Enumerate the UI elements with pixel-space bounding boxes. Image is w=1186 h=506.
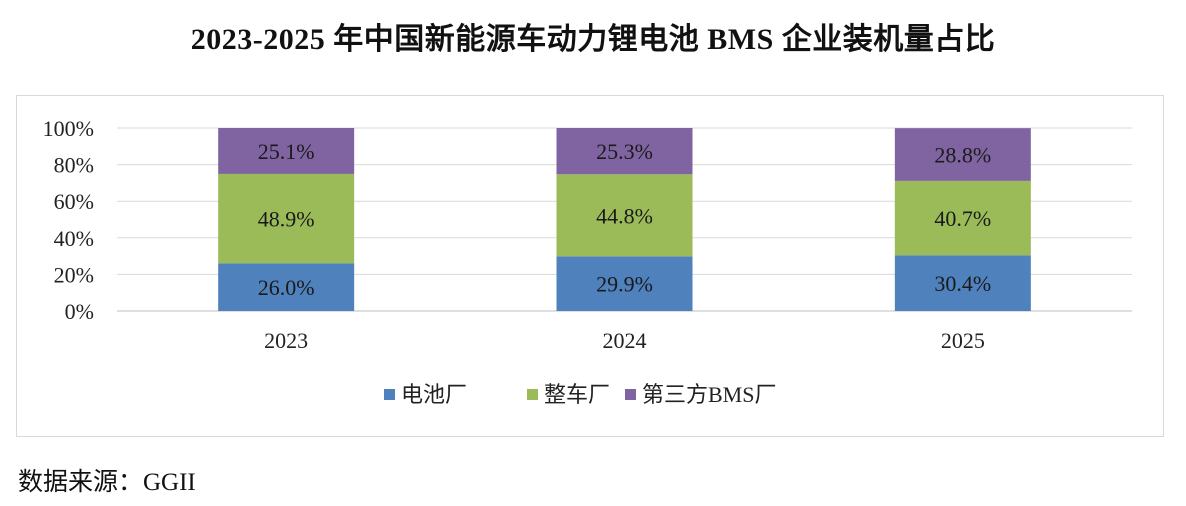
bar-segment (894, 128, 1031, 181)
data-label: 44.8% (596, 203, 653, 228)
data-label: 25.3% (596, 139, 653, 164)
data-source: 数据来源：GGII (18, 469, 196, 496)
bar-segment (556, 128, 693, 175)
y-tick-label: 60% (54, 189, 94, 214)
data-label: 28.8% (934, 143, 991, 168)
y-tick-label: 20% (54, 262, 94, 287)
data-label: 29.9% (596, 272, 653, 297)
x-tick-label: 2024 (603, 328, 647, 353)
y-tick-label: 100% (43, 116, 94, 141)
bar-segment (218, 263, 355, 311)
data-label: 30.4% (934, 271, 991, 296)
data-label: 26.0% (258, 275, 315, 300)
x-tick-label: 2023 (264, 328, 308, 353)
bar-segment (218, 173, 355, 264)
bar-segment (556, 174, 693, 257)
bar-segment (894, 180, 1031, 256)
y-tick-label: 80% (54, 153, 94, 178)
stacked-bar-chart: 0% 20% 40% 60% 80% 100% 26.0% 48.9% 25.1% 2023 29.… (43, 116, 1132, 407)
data-label: 25.1% (258, 139, 315, 164)
legend-label: 电池厂 (401, 382, 467, 407)
bar-segment (556, 256, 693, 311)
y-tick-label: 0% (65, 299, 94, 324)
legend-swatch (625, 389, 636, 400)
y-tick-label: 40% (54, 226, 94, 251)
bar-segment (894, 255, 1031, 311)
chart-title: 2023-2025 年中国新能源车动力锂电池 BMS 企业装机量占比 (190, 23, 996, 56)
legend-label: 整车厂 (544, 382, 610, 407)
legend-swatch (384, 389, 395, 400)
chart-frame: 0% 20% 40% 60% 80% 100% 26.0% 48.9% 25.1% 2023 29.… (16, 95, 1164, 437)
data-label: 40.7% (934, 206, 991, 231)
legend-label: 第三方BMS厂 (642, 382, 776, 407)
legend-swatch (527, 389, 538, 400)
x-tick-label: 2025 (941, 328, 985, 353)
data-label: 48.9% (258, 207, 315, 232)
bar-segment (218, 128, 355, 174)
